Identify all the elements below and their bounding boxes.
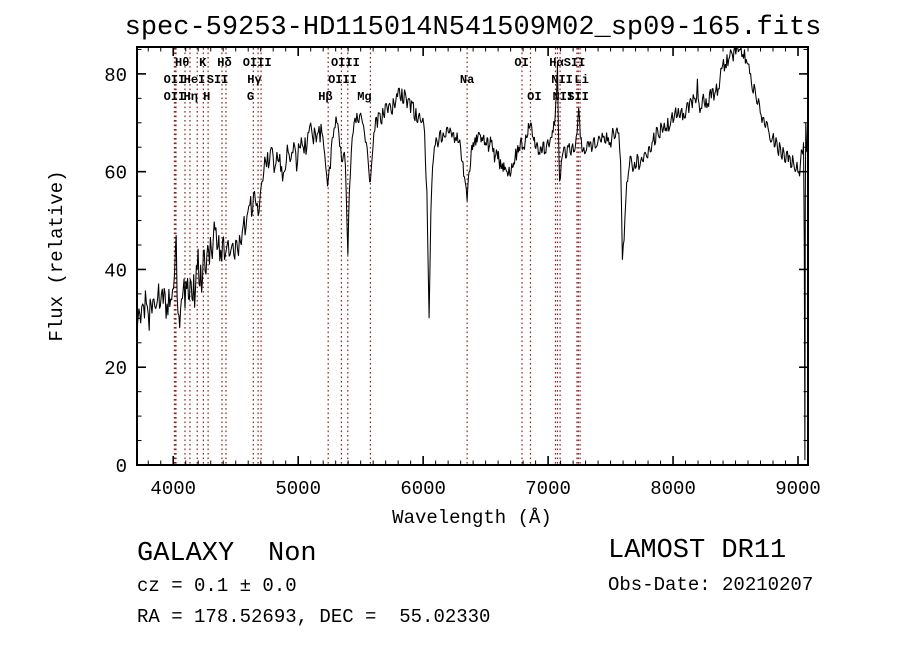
spectral-line-label: Mg	[357, 90, 371, 104]
spectral-line-label: Hθ	[175, 56, 189, 70]
spectral-line-label: HeI	[184, 73, 206, 87]
survey-release-label: LAMOST DR11	[608, 536, 786, 566]
spectral-line-label: H	[203, 90, 210, 104]
spectral-line-label: Li	[574, 73, 588, 87]
x-tick-label: 9000	[775, 478, 821, 500]
x-tick-label: 5000	[275, 478, 321, 500]
x-tick-label: 7000	[525, 478, 571, 500]
spectral-line-label: K	[199, 56, 207, 70]
spectral-line-label: OI	[514, 56, 528, 70]
plot-border	[136, 46, 809, 466]
spectral-line-label: OII	[164, 90, 186, 104]
x-tick-label: 4000	[150, 478, 196, 500]
coordinates-label: RA = 178.52693, DEC = 55.02330	[137, 606, 490, 628]
spectral-line-label: Na	[460, 73, 474, 87]
plot-frame	[136, 46, 809, 466]
object-class-label: GALAXY	[137, 539, 234, 569]
spectral-line-label: OIII	[328, 73, 357, 87]
y-tick-label: 20	[104, 358, 127, 380]
spectral-line-label: SII	[564, 56, 586, 70]
x-tick-label: 6000	[400, 478, 446, 500]
y-tick-label: 80	[104, 65, 127, 87]
spectral-line-label: OIII	[331, 56, 360, 70]
spectral-line-label: OII	[164, 73, 186, 87]
spectral-line-label: SII	[567, 90, 589, 104]
spectral-line-label: Hα	[549, 56, 564, 70]
spectral-line-label: OIII	[243, 56, 272, 70]
x-tick-label: 8000	[650, 478, 696, 500]
spectral-line-label: OI	[527, 90, 541, 104]
obs-date-label: Obs-Date: 20210207	[608, 574, 813, 596]
spectral-line-label: Hβ	[318, 90, 332, 104]
axis-ticks: 4000 5000 6000 7000 8000 9000 0 20 40 60 80	[104, 47, 821, 500]
plot-title: spec-59253-HD115014N541509M02_sp09-165.f…	[125, 13, 822, 43]
spectral-line-label: Hγ	[247, 73, 261, 87]
object-subclass-label: Non	[268, 539, 317, 569]
y-tick-label: 0	[116, 456, 127, 478]
y-tick-label: 60	[104, 163, 127, 185]
spectral-line-label: NII	[551, 73, 573, 87]
y-axis-label: Flux (relative)	[46, 170, 68, 341]
spectral-line-label: Hδ	[217, 56, 231, 70]
spectral-line-markers	[173, 48, 581, 464]
spectral-line-label: Hη	[184, 90, 198, 104]
spectral-line-label: G	[247, 90, 254, 104]
spectral-line-label: NII	[553, 90, 575, 104]
spectrum-trace	[136, 46, 809, 461]
y-tick-label: 40	[104, 260, 127, 282]
spectrum-line	[136, 46, 809, 461]
redshift-label: cz = 0.1 ± 0.0	[137, 575, 297, 597]
x-axis-label: Wavelength (Å)	[392, 507, 552, 529]
spectral-line-label: SII	[207, 73, 229, 87]
